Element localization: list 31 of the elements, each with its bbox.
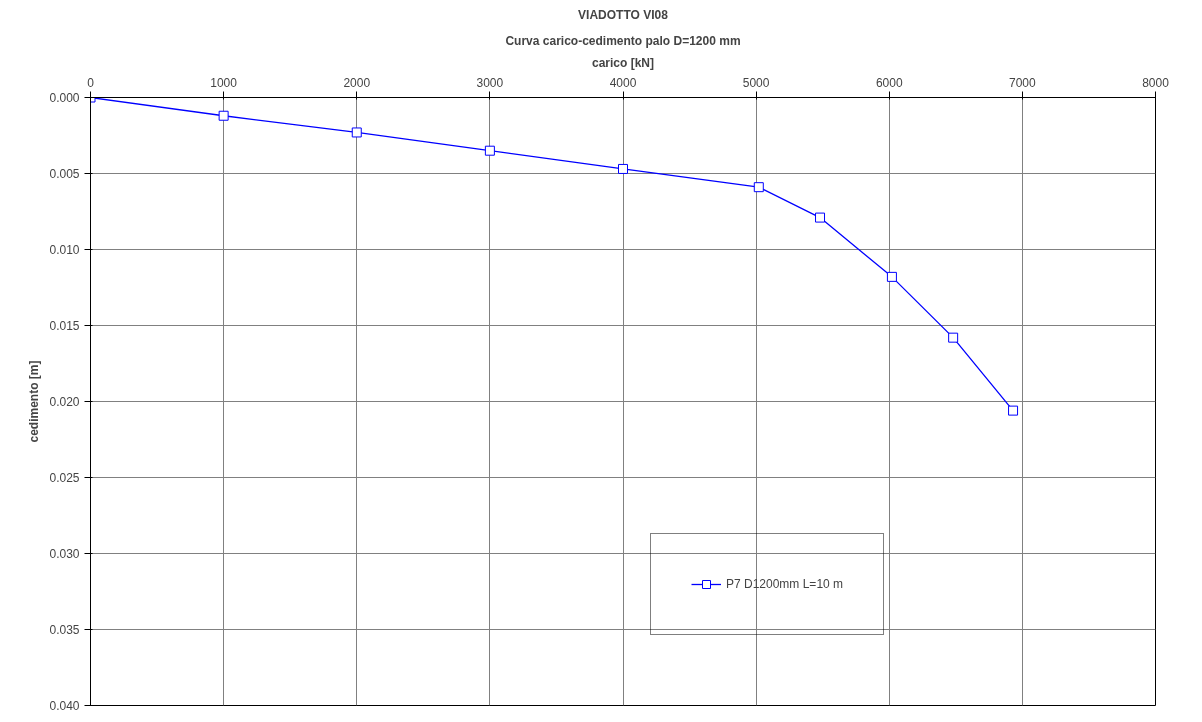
point (618, 163, 628, 174)
point (753, 182, 764, 193)
point (351, 127, 362, 138)
point (886, 271, 897, 282)
x-axis-title: carico [kN] (591, 55, 655, 70)
y-tick-label: 0.015 (49, 319, 80, 333)
point (815, 212, 826, 223)
x-tick-label: 7000 (1009, 75, 1037, 90)
chart-title: VIADOTTO VI08 (578, 7, 669, 22)
point (484, 145, 495, 156)
point (1008, 405, 1019, 416)
x-tick-label: 2000 (343, 75, 371, 90)
x-tick-label: 0 (87, 75, 95, 90)
y-tick-label: 0.000 (49, 91, 80, 105)
chart-subtitle: Curva carico-cedimento palo D=1200 mm (505, 33, 741, 48)
y-tick-label: 0.030 (49, 547, 80, 561)
x-tick-label: 4000 (609, 75, 637, 90)
point (218, 110, 229, 121)
y-tick-label: 0.035 (49, 623, 80, 637)
y-tick-label: 0.020 (49, 395, 80, 409)
y-tick-label: 0.005 (49, 167, 80, 181)
x-tick-label: 8000 (1142, 75, 1170, 90)
y-axis-title: cedimento [m] (27, 360, 42, 443)
y-tick-label: 0.025 (49, 471, 80, 485)
y-tick-label: 0.010 (49, 243, 80, 257)
point (948, 332, 959, 343)
y-tick-label: 0.040 (49, 699, 80, 713)
x-tick-label: 3000 (476, 75, 504, 90)
x-tick-label: 5000 (742, 75, 770, 90)
x-tick-label: 1000 (210, 75, 238, 90)
x-tick-label: 6000 (875, 75, 903, 90)
